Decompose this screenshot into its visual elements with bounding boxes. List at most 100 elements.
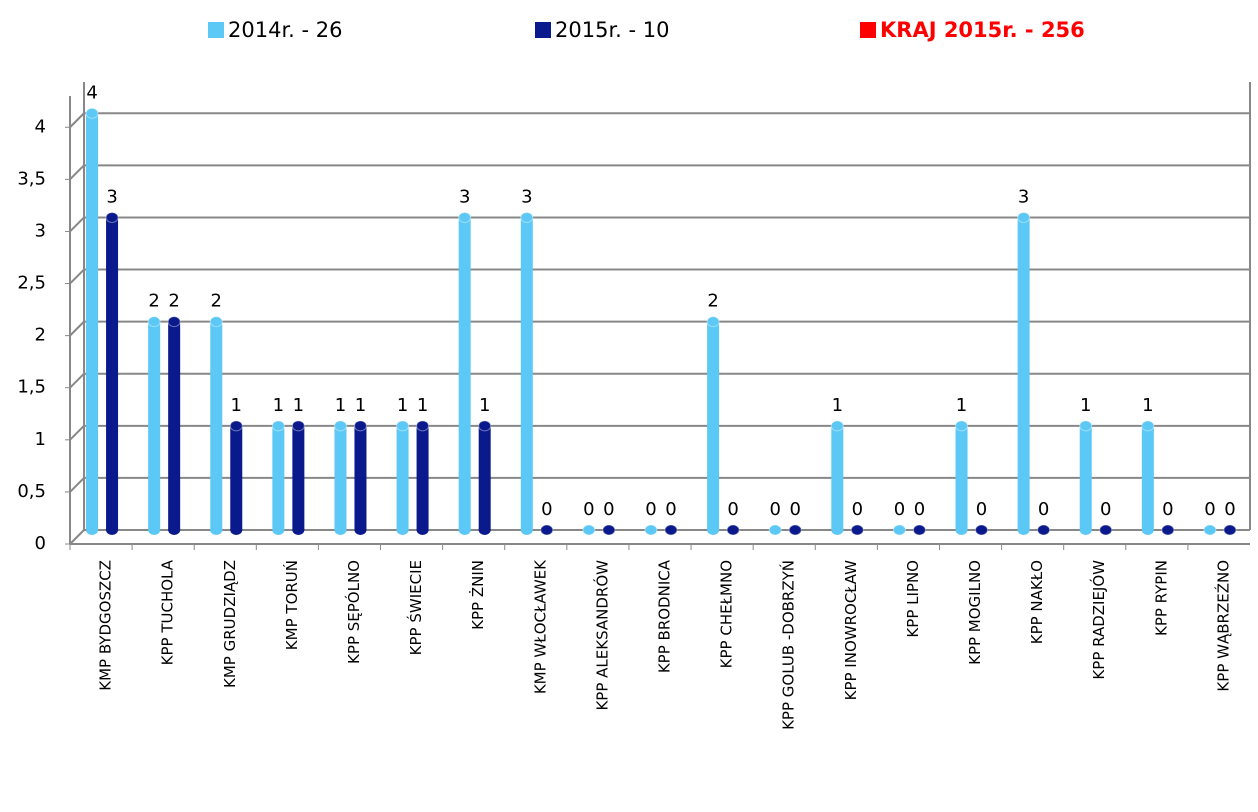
bar-top (955, 420, 969, 432)
bar-body (230, 425, 243, 530)
bar-bottom (707, 525, 720, 535)
bar-body (1017, 217, 1030, 530)
data-label: 1 (273, 395, 284, 416)
bar-bottom (272, 525, 285, 535)
bar (664, 524, 678, 536)
bar-body (86, 113, 99, 531)
bar-top (520, 211, 534, 223)
data-label: 1 (231, 395, 242, 416)
bar-bottom (168, 525, 181, 535)
bar-body (478, 425, 491, 530)
data-label: 0 (852, 499, 863, 520)
bar-body (292, 425, 305, 530)
bar (644, 524, 658, 536)
grid-line (69, 164, 85, 181)
bar-bottom (478, 525, 491, 535)
bar (1037, 524, 1051, 536)
bar-top (105, 211, 119, 223)
bar-top (830, 420, 844, 432)
grid-line (69, 373, 85, 389)
x-tick-label: KMP GRUDZIĄDZ (221, 560, 239, 688)
bar-top (1017, 211, 1031, 223)
data-label: 3 (459, 186, 470, 207)
data-label: 2 (168, 291, 179, 312)
bar (975, 524, 989, 536)
bar-bottom (520, 525, 533, 535)
bar (209, 316, 223, 535)
bar-body (1079, 425, 1092, 530)
bar (353, 420, 367, 535)
bar-top (229, 420, 243, 432)
data-label: 0 (583, 499, 594, 520)
bar-bottom (1079, 525, 1092, 535)
data-label: 0 (1038, 499, 1049, 520)
data-label: 2 (148, 291, 159, 312)
bar-body (1141, 425, 1154, 530)
bar-body (354, 425, 367, 530)
bar-bottom (416, 525, 429, 535)
data-label: 0 (603, 499, 614, 520)
bar-body (520, 217, 533, 530)
bar (726, 524, 740, 536)
data-label: 0 (976, 499, 987, 520)
bar-top (664, 524, 678, 536)
bar (1079, 420, 1093, 535)
bar-top (1223, 524, 1237, 536)
x-tick-label: KPP MOGILNO (966, 560, 984, 665)
data-label: 1 (479, 395, 490, 416)
bar-top (726, 524, 740, 536)
bar-body (396, 425, 409, 530)
x-tick-label: KMP BYDGOSZCZ (97, 560, 115, 691)
data-label: 1 (832, 395, 843, 416)
y-tick-label: 3 (35, 220, 46, 241)
bar-bottom (396, 525, 409, 535)
x-tick-label: KPP RYPIN (1152, 560, 1170, 636)
bar-top (975, 524, 989, 536)
bar (1223, 524, 1237, 536)
data-label: 0 (1100, 499, 1111, 520)
data-label: 1 (355, 395, 366, 416)
data-label: 0 (769, 499, 780, 520)
data-label: 3 (106, 186, 117, 207)
data-label: 0 (894, 499, 905, 520)
x-tick-label: KPP ALEKSANDRÓW (592, 560, 611, 711)
bar-top (1203, 524, 1217, 536)
bar-bottom (1017, 525, 1030, 535)
grid-line (69, 112, 85, 128)
bar (478, 420, 492, 535)
bar-body (458, 217, 471, 530)
bar-top (850, 524, 864, 536)
data-label: 3 (521, 186, 532, 207)
x-tick-label: KPP RADZIEJÓW (1089, 560, 1108, 680)
bar (912, 524, 926, 536)
bar-body (168, 321, 181, 530)
bar-top (333, 420, 347, 432)
bar-top (892, 524, 906, 536)
x-tick-label: KMP WŁOCŁAWEK (531, 559, 549, 694)
bar-top (582, 524, 596, 536)
bar (540, 524, 554, 536)
bar (291, 420, 305, 535)
data-label: 1 (417, 395, 428, 416)
bar-bottom (210, 525, 223, 535)
x-tick-label: KPP TUCHOLA (159, 559, 177, 665)
data-label: 2 (707, 291, 718, 312)
y-tick-label: 1 (35, 429, 46, 450)
bar-top (147, 316, 161, 328)
bar-top (209, 316, 223, 328)
bar-bottom (354, 525, 367, 535)
data-label: 3 (1018, 186, 1029, 207)
legend-label: 2014r. - 26 (228, 18, 342, 42)
bar-top (1079, 420, 1093, 432)
bar-top (416, 420, 430, 432)
bar (602, 524, 616, 536)
bar-body (831, 425, 844, 530)
bar (458, 211, 472, 535)
bar (1161, 524, 1175, 536)
bar-body (106, 217, 119, 530)
x-tick-label: KPP BRODNICA (656, 559, 674, 673)
legend-swatch (208, 22, 224, 38)
bar-bottom (334, 525, 347, 535)
bar (396, 420, 410, 535)
